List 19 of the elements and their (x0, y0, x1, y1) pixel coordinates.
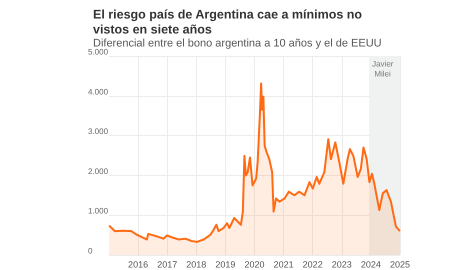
x-tick-label: 2024 (360, 260, 381, 270)
y-tick-label: 3.000 (88, 127, 109, 136)
x-tick-label: 2019 (215, 260, 236, 270)
y-tick-label: 1.000 (88, 206, 109, 216)
x-tick-label: 2018 (186, 260, 206, 270)
chart-subtitle: Diferencial entre el bono argentina a 10 años y el de EEUU (93, 38, 382, 50)
x-tick-label: 2023 (332, 260, 352, 270)
y-tick-label: 5.000 (88, 48, 109, 56)
x-tick-label: 2020 (244, 260, 264, 270)
x-tick-label: 2016 (128, 260, 148, 270)
y-tick-label: 0 (88, 246, 93, 256)
x-tick-label: 2017 (157, 260, 178, 270)
y-tick-label: 2.000 (88, 166, 109, 176)
x-tick-label: 2022 (302, 260, 323, 270)
band-label: Javier Milei (372, 60, 394, 78)
chart-title: El riesgo país de Argentina cae a mínimos no vistos en siete años (93, 8, 366, 36)
x-tick-label: 2021 (274, 260, 294, 270)
x-tick-label: 2025 (390, 260, 410, 270)
y-tick-label: 4.000 (88, 87, 109, 96)
